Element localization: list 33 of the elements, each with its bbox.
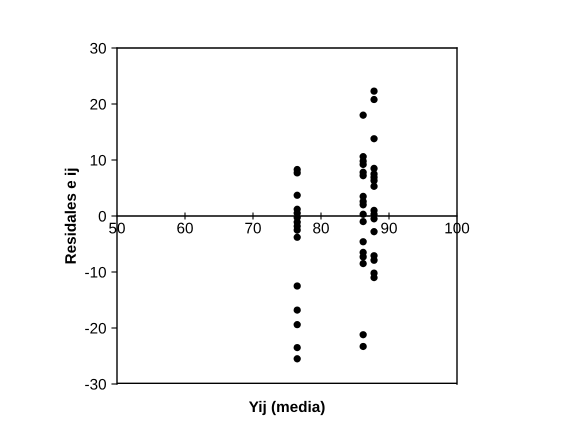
point	[294, 192, 301, 199]
point	[370, 135, 378, 142]
point	[360, 342, 367, 350]
y-tick-label: -30	[85, 378, 106, 390]
y-axis-title: Residales e ij	[64, 168, 79, 264]
point	[370, 87, 378, 95]
point	[370, 96, 378, 104]
y-tick-label: -20	[85, 322, 106, 334]
x-tick-label: 90	[381, 222, 397, 234]
point	[360, 112, 367, 119]
point	[294, 282, 301, 290]
point	[370, 182, 378, 190]
point	[294, 355, 301, 362]
point	[360, 210, 367, 218]
y-tick-label: 30	[90, 42, 106, 54]
x-axis-title: Yij (media)	[248, 400, 325, 416]
point	[294, 234, 301, 241]
point	[360, 218, 367, 226]
point	[360, 331, 367, 338]
point	[294, 344, 301, 352]
y-tick-label: 20	[90, 98, 106, 110]
point	[360, 238, 367, 246]
point	[294, 321, 301, 328]
x-tick-label: 70	[245, 222, 261, 234]
point	[370, 256, 378, 264]
y-tick-label: 10	[90, 154, 106, 166]
x-tick-label: 60	[177, 222, 193, 234]
y-tick-label: 0	[98, 210, 106, 222]
point	[370, 228, 378, 236]
y-tick-label: -10	[85, 266, 106, 278]
point	[360, 260, 367, 268]
point	[294, 306, 301, 314]
x-tick-label: 80	[313, 222, 329, 234]
